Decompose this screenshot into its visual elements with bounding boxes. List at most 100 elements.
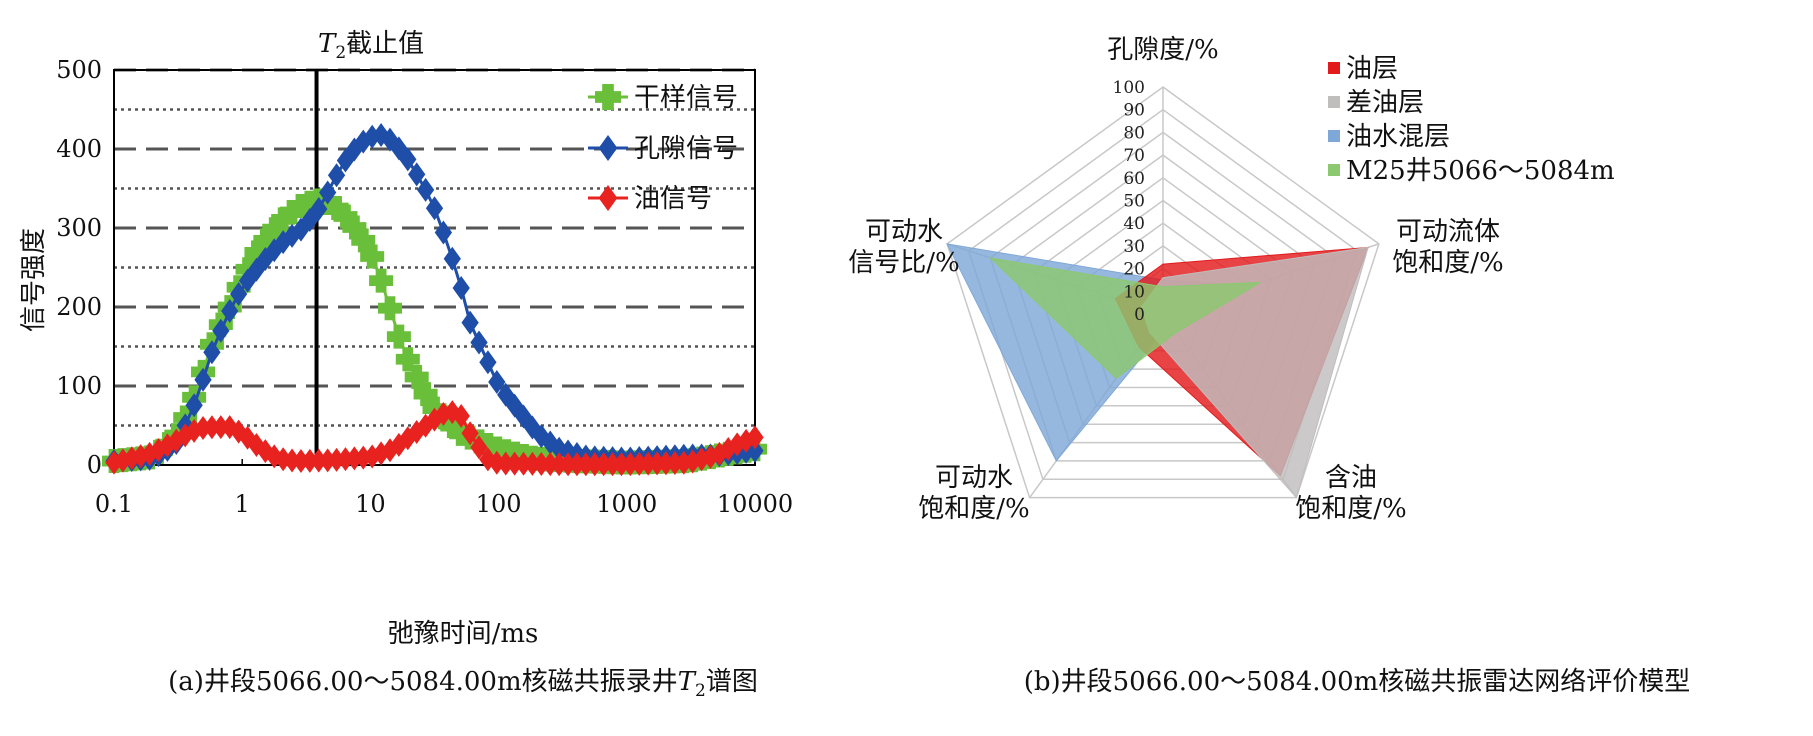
data-point <box>505 451 524 476</box>
a-x-tick-label: 0.1 <box>95 490 133 518</box>
radar-axis-label: 饱和度/% <box>1392 248 1503 278</box>
a-y-tick-label: 500 <box>56 56 102 84</box>
data-point <box>413 382 438 407</box>
a-y-axis-label: 信号强度 <box>19 228 49 332</box>
data-point <box>577 452 595 477</box>
b-caption: (b)井段5066.00～5084.00m核磁共振雷达网络评价模型 <box>1024 667 1691 697</box>
legend-label: 孔隙信号 <box>634 134 738 164</box>
data-point <box>140 441 159 466</box>
legend-swatch <box>1328 130 1340 142</box>
radar-tick-label: 20 <box>1123 260 1145 280</box>
data-point <box>639 451 657 476</box>
a-x-tick-label: 10000 <box>717 490 793 518</box>
data-point <box>203 340 221 365</box>
legend-swatch <box>1328 96 1340 108</box>
a-x-axis-label: 弛豫时间/ms <box>388 619 539 649</box>
legend-swatch <box>1328 164 1340 176</box>
a-plot-frame <box>113 69 756 466</box>
data-point <box>461 421 479 446</box>
data-point <box>221 415 239 440</box>
data-point <box>194 367 212 392</box>
a-y-tick-label: 200 <box>56 293 102 321</box>
data-point <box>310 197 328 222</box>
data-point <box>452 403 470 428</box>
data-point <box>488 370 506 395</box>
radar-tick-label: 80 <box>1123 123 1145 143</box>
series-oil <box>105 400 764 477</box>
radar-tick-label: 100 <box>1113 78 1145 98</box>
legend-label: 油层 <box>1346 54 1398 84</box>
data-point <box>416 177 435 202</box>
data-point <box>408 162 426 187</box>
data-point <box>333 204 358 229</box>
data-point <box>280 200 305 225</box>
data-point <box>666 450 684 475</box>
a-y-tick-label: 100 <box>56 372 102 400</box>
data-point <box>523 451 542 476</box>
data-point <box>550 452 568 477</box>
data-point <box>149 438 168 463</box>
data-point <box>369 268 394 293</box>
data-point <box>324 196 349 221</box>
data-point <box>327 163 346 188</box>
data-point <box>559 452 577 477</box>
radar-axis-label: 可动流体 <box>1396 217 1500 247</box>
data-point <box>657 451 675 476</box>
radar-tick-label: 40 <box>1123 214 1145 234</box>
data-point <box>301 448 319 473</box>
radar-tick-label: 70 <box>1123 146 1145 166</box>
data-point <box>342 215 367 240</box>
legend-swatch <box>1328 62 1340 74</box>
radar-tick-label: 60 <box>1123 169 1145 189</box>
data-point <box>612 452 631 477</box>
data-point <box>568 452 586 477</box>
a-caption: (a)井段5066.00～5084.00m核磁共振录井T2谱图 <box>168 667 758 701</box>
data-point <box>395 347 420 372</box>
a-x-tick-labels: 0.1 1 10 100 1000 10000 <box>95 490 793 518</box>
data-point <box>497 451 515 476</box>
legend-label: 油信号 <box>634 184 712 214</box>
data-point <box>212 318 230 343</box>
data-point <box>253 228 278 253</box>
data-point <box>603 452 622 477</box>
data-point <box>229 282 248 307</box>
radar-tick-label: 0 <box>1134 305 1145 325</box>
radar-grid-ring <box>1011 154 1315 444</box>
radar-axis-label: 可动水 <box>865 217 943 247</box>
a-x-tick-label: 10 <box>355 490 386 518</box>
legend-marker <box>598 185 618 211</box>
data-point <box>479 350 497 375</box>
a-series-layer <box>102 123 767 477</box>
data-point <box>404 364 429 389</box>
radar-grid-ring <box>946 86 1380 499</box>
radar-axis-label: 饱和度/% <box>918 494 1029 524</box>
a-x-tick-label: 100 <box>476 490 522 518</box>
data-point <box>185 418 203 443</box>
data-point <box>185 393 203 418</box>
data-point <box>262 217 287 242</box>
data-point <box>443 246 461 271</box>
a-y-tick-label: 300 <box>56 214 102 242</box>
data-point <box>212 415 230 440</box>
radar-axis-label: 可动水 <box>935 463 1013 493</box>
data-point <box>360 244 385 269</box>
data-point <box>648 451 666 476</box>
legend-label: 差油层 <box>1346 88 1424 118</box>
radar-grid-ring <box>967 108 1359 481</box>
legend-marker <box>595 84 621 110</box>
data-point <box>452 275 470 300</box>
data-point <box>630 451 648 476</box>
radar-axis-label: 孔隙度/% <box>1107 35 1218 65</box>
radar-series-area <box>988 257 1261 379</box>
legend-label: M25井5066～5084m <box>1346 156 1615 186</box>
data-point <box>461 310 479 335</box>
radar-axis-label: 信号比/% <box>848 248 959 278</box>
data-point <box>532 451 550 476</box>
data-point <box>176 423 194 448</box>
radar-axis-label: 含油 <box>1325 463 1377 493</box>
a-y-tick-labels: 0 100 200 300 400 500 <box>56 56 102 479</box>
data-point <box>470 330 488 355</box>
